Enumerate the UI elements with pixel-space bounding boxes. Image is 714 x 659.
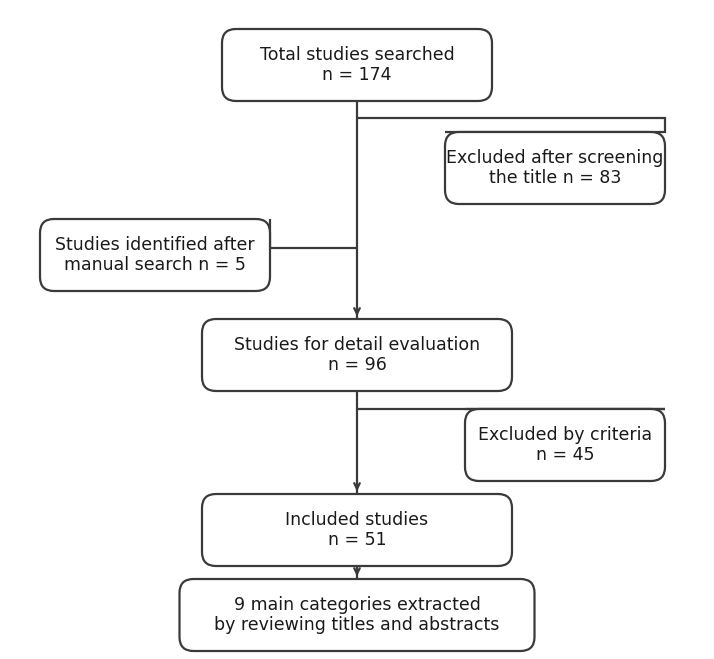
FancyBboxPatch shape — [465, 409, 665, 481]
Text: Excluded by criteria
n = 45: Excluded by criteria n = 45 — [478, 426, 652, 465]
Text: Studies for detail evaluation
n = 96: Studies for detail evaluation n = 96 — [234, 335, 480, 374]
Text: Included studies
n = 51: Included studies n = 51 — [286, 511, 428, 550]
Text: 9 main categories extracted
by reviewing titles and abstracts: 9 main categories extracted by reviewing… — [214, 596, 500, 635]
FancyBboxPatch shape — [202, 494, 512, 566]
Text: Studies identified after
manual search n = 5: Studies identified after manual search n… — [55, 236, 255, 274]
FancyBboxPatch shape — [445, 132, 665, 204]
Text: Excluded after screening
the title n = 83: Excluded after screening the title n = 8… — [446, 148, 664, 187]
FancyBboxPatch shape — [202, 319, 512, 391]
FancyBboxPatch shape — [179, 579, 535, 651]
FancyBboxPatch shape — [222, 29, 492, 101]
Text: Total studies searched
n = 174: Total studies searched n = 174 — [260, 45, 454, 84]
FancyBboxPatch shape — [40, 219, 270, 291]
